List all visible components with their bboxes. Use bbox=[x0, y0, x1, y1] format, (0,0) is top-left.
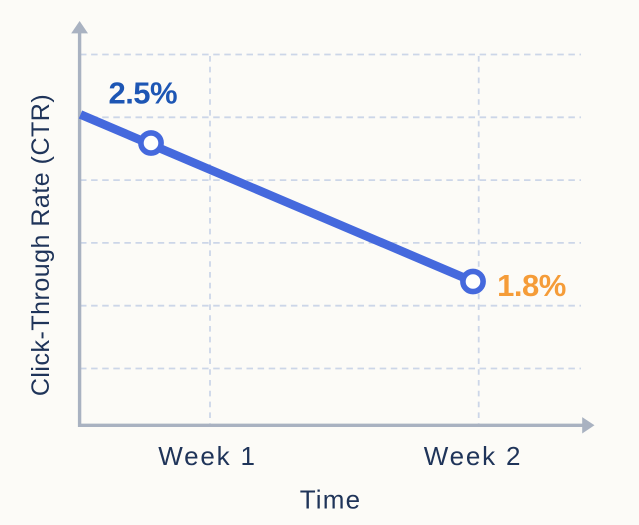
svg-text:Week 1: Week 1 bbox=[158, 441, 256, 471]
svg-text:1.8%: 1.8% bbox=[497, 268, 566, 303]
svg-text:2.5%: 2.5% bbox=[108, 75, 177, 110]
svg-text:Click-Through Rate (CTR): Click-Through Rate (CTR) bbox=[27, 94, 55, 396]
svg-text:Time: Time bbox=[300, 485, 362, 515]
svg-text:Week 2: Week 2 bbox=[424, 441, 522, 471]
